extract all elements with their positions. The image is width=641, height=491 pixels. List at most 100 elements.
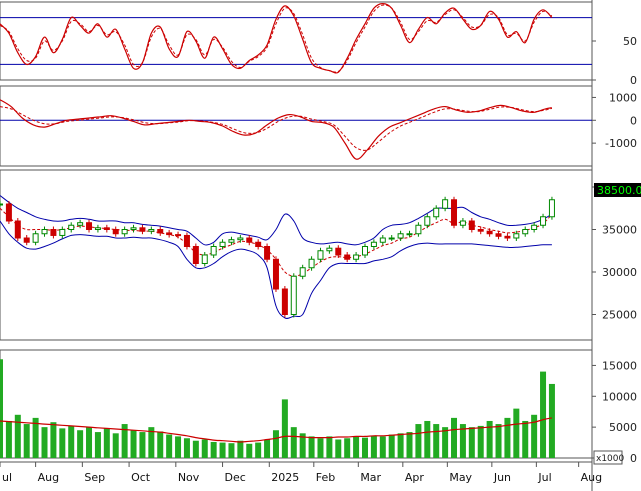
candle-body bbox=[32, 233, 39, 243]
volume-bar bbox=[370, 435, 377, 458]
candle-body bbox=[5, 203, 12, 222]
candle-body bbox=[477, 229, 484, 232]
macd-solid-line bbox=[0, 99, 553, 160]
candle-body bbox=[379, 237, 386, 243]
volume-bar bbox=[68, 425, 75, 458]
candle-body bbox=[14, 220, 21, 239]
bollinger-upper-band bbox=[0, 195, 553, 246]
y-tick-label: -1000 bbox=[605, 137, 637, 150]
candle-body bbox=[317, 250, 324, 260]
volume-bar bbox=[379, 436, 386, 458]
stochastic-panel bbox=[0, 2, 592, 74]
candle-body bbox=[77, 222, 84, 226]
volume-bar bbox=[388, 434, 395, 458]
candle-body bbox=[201, 254, 208, 264]
y-axis-labels: 050-100001000250003000035000400000500010… bbox=[592, 35, 637, 465]
volume-bar bbox=[504, 417, 511, 458]
panel-frame bbox=[0, 1, 593, 81]
candle-body bbox=[166, 232, 173, 236]
y-tick-label: 0 bbox=[630, 452, 637, 465]
stochastic-dashed-line bbox=[0, 4, 553, 73]
x-axis-month-labels: ul Aug Sep Oct Nov Dec 2025 Feb Mar Apr May Jun Jul A… bbox=[0, 461, 602, 484]
volume-bar bbox=[335, 439, 342, 458]
last-price-badge-bg bbox=[594, 183, 641, 197]
x-month-label: Feb bbox=[316, 471, 335, 484]
volume-bar bbox=[59, 428, 66, 458]
x-month-label: May bbox=[449, 471, 472, 484]
candle-body bbox=[353, 254, 360, 260]
volume-bar bbox=[299, 433, 306, 458]
candle-body bbox=[531, 224, 538, 230]
panel-frames bbox=[0, 0, 593, 491]
macd-panel bbox=[0, 99, 592, 160]
volume-bar bbox=[94, 432, 101, 458]
volume-bar bbox=[468, 427, 475, 458]
x-month-label: ul bbox=[2, 471, 12, 484]
x-month-label: Sep bbox=[84, 471, 105, 484]
y-tick-label: 10000 bbox=[602, 390, 637, 403]
candle-body bbox=[361, 246, 368, 256]
volume-bar bbox=[0, 359, 3, 458]
candle-body bbox=[406, 233, 413, 236]
volume-bar bbox=[264, 439, 271, 458]
volume-unit-badge: x1000 bbox=[593, 450, 625, 465]
candle-body bbox=[41, 229, 48, 235]
volume-bar bbox=[103, 428, 110, 458]
x-month-label: Jul bbox=[537, 471, 551, 484]
volume-bar bbox=[353, 437, 360, 458]
volume-bar bbox=[308, 436, 315, 458]
volume-bar bbox=[219, 442, 226, 458]
volume-bar bbox=[50, 422, 57, 458]
stochastic-solid-line bbox=[0, 2, 553, 74]
x-month-label: Nov bbox=[178, 471, 200, 484]
candle-body bbox=[139, 227, 146, 232]
candle-body bbox=[424, 216, 431, 226]
candle-body bbox=[299, 267, 306, 277]
candle-body bbox=[433, 207, 440, 218]
y-tick-label: 0 bbox=[630, 114, 637, 127]
x-month-label: 2025 bbox=[271, 471, 299, 484]
candle-body bbox=[308, 258, 315, 269]
candle-body bbox=[388, 237, 395, 240]
volume-bar bbox=[201, 439, 208, 458]
volume-bar bbox=[406, 432, 413, 458]
candle-body bbox=[68, 224, 75, 230]
candle-body bbox=[442, 199, 449, 209]
volume-panel bbox=[0, 359, 555, 458]
y-tick-label: 50 bbox=[623, 35, 637, 48]
volume-bar bbox=[148, 427, 155, 458]
volume-bar bbox=[513, 408, 520, 458]
volume-bar bbox=[175, 436, 182, 458]
candle-body bbox=[246, 237, 253, 243]
volume-bar bbox=[228, 443, 235, 458]
volume-bar bbox=[23, 424, 30, 458]
candle-body bbox=[94, 227, 101, 231]
x-month-label: Dec bbox=[225, 471, 246, 484]
candle-body bbox=[548, 199, 555, 218]
y-tick-label: 0 bbox=[630, 74, 637, 87]
y-tick-label: 15000 bbox=[602, 359, 637, 372]
y-tick-label: 1000 bbox=[609, 91, 637, 104]
candle-body bbox=[255, 241, 262, 247]
candle-body bbox=[86, 222, 93, 230]
candle-body bbox=[192, 246, 199, 264]
last-price-badge: 38500.00 bbox=[594, 183, 641, 197]
volume-bar bbox=[255, 442, 262, 458]
volume-bar bbox=[442, 427, 449, 458]
candle-body bbox=[183, 234, 190, 247]
bollinger-lower-band bbox=[0, 220, 552, 319]
volume-bar bbox=[433, 424, 440, 458]
candle-body bbox=[103, 227, 110, 231]
x-month-label: Oct bbox=[131, 471, 151, 484]
candle-body bbox=[522, 229, 529, 235]
volume-bar bbox=[77, 430, 84, 458]
macd-dashed-line bbox=[0, 106, 553, 151]
candle-body bbox=[415, 224, 422, 235]
volume-bar bbox=[121, 424, 128, 458]
volume-bar bbox=[32, 417, 39, 458]
volume-bar bbox=[14, 414, 21, 458]
volume-bar bbox=[166, 434, 173, 458]
price-panel bbox=[0, 195, 555, 319]
y-tick-label: 5000 bbox=[609, 421, 637, 434]
